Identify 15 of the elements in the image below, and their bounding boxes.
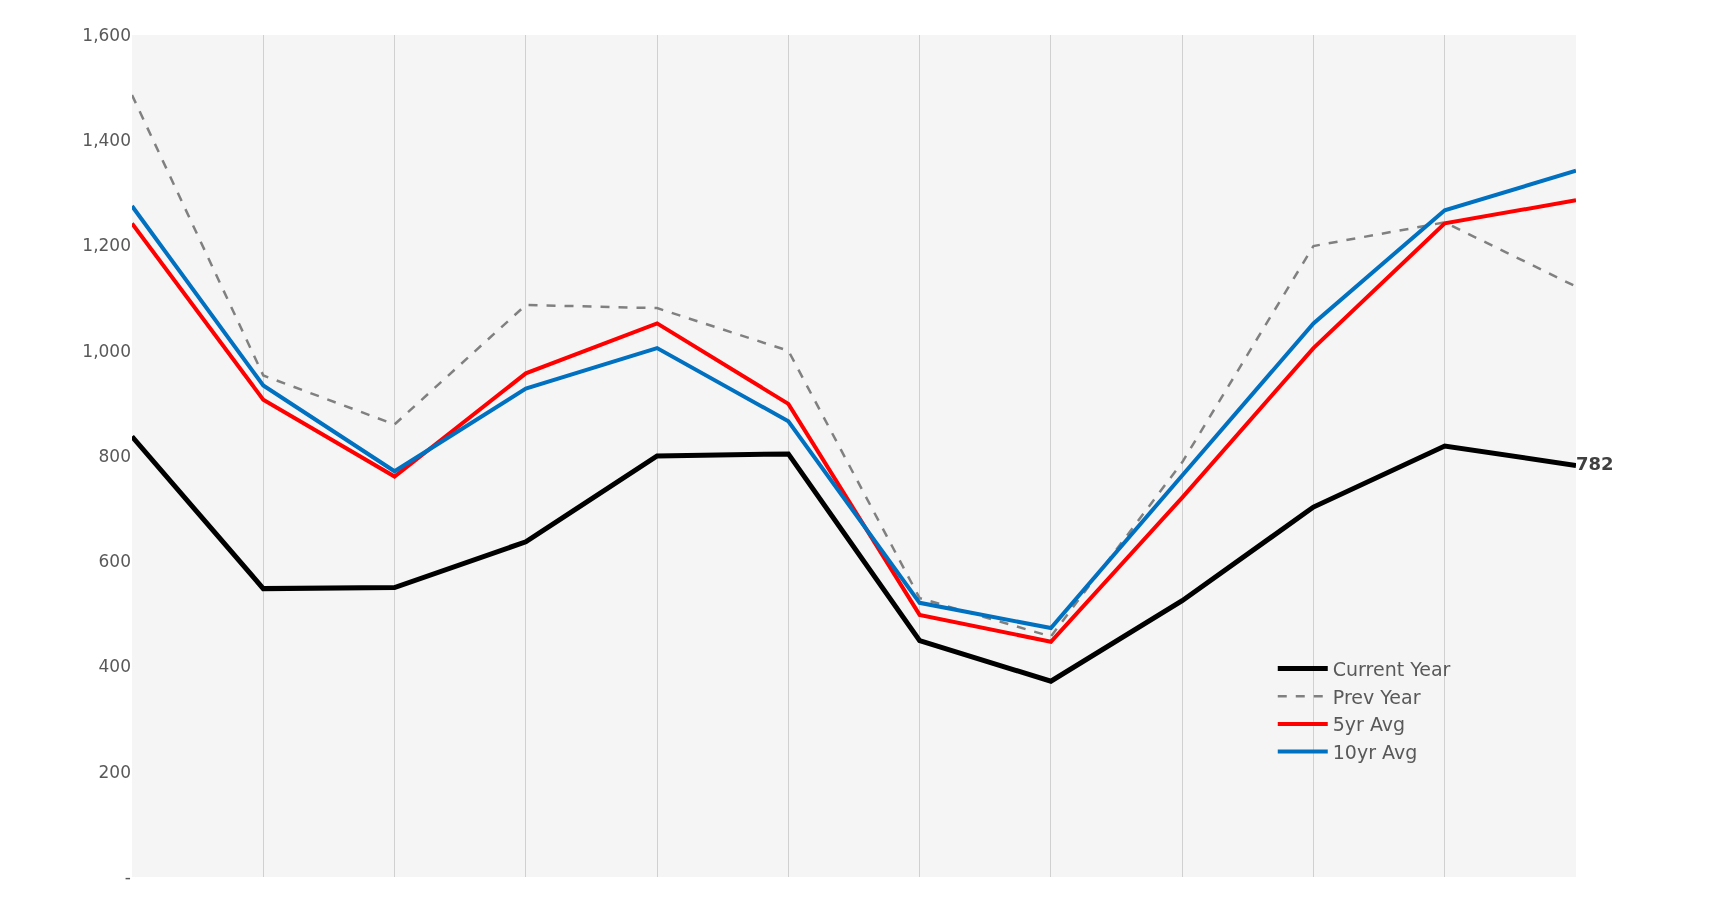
legend-label: Current Year — [1332, 657, 1451, 680]
data-label: 782 — [1576, 452, 1614, 474]
y-tick-label: 400 — [98, 656, 131, 677]
y-tick-label: - — [124, 866, 131, 887]
y-tick-label: 1,000 — [82, 340, 131, 361]
legend-label: 10yr Avg — [1332, 741, 1418, 764]
legend-label: Prev Year — [1332, 685, 1421, 708]
line-series — [132, 93, 1576, 638]
y-tick-label: 1,600 — [82, 24, 131, 45]
legend-label: 5yr Avg — [1332, 713, 1406, 736]
y-tick-label: 800 — [98, 445, 131, 466]
y-tick-label: 200 — [98, 761, 131, 782]
y-tick-label: 600 — [98, 551, 131, 572]
y-tick-label: 1,200 — [82, 235, 131, 256]
y-tick-label: 1,400 — [82, 130, 131, 151]
